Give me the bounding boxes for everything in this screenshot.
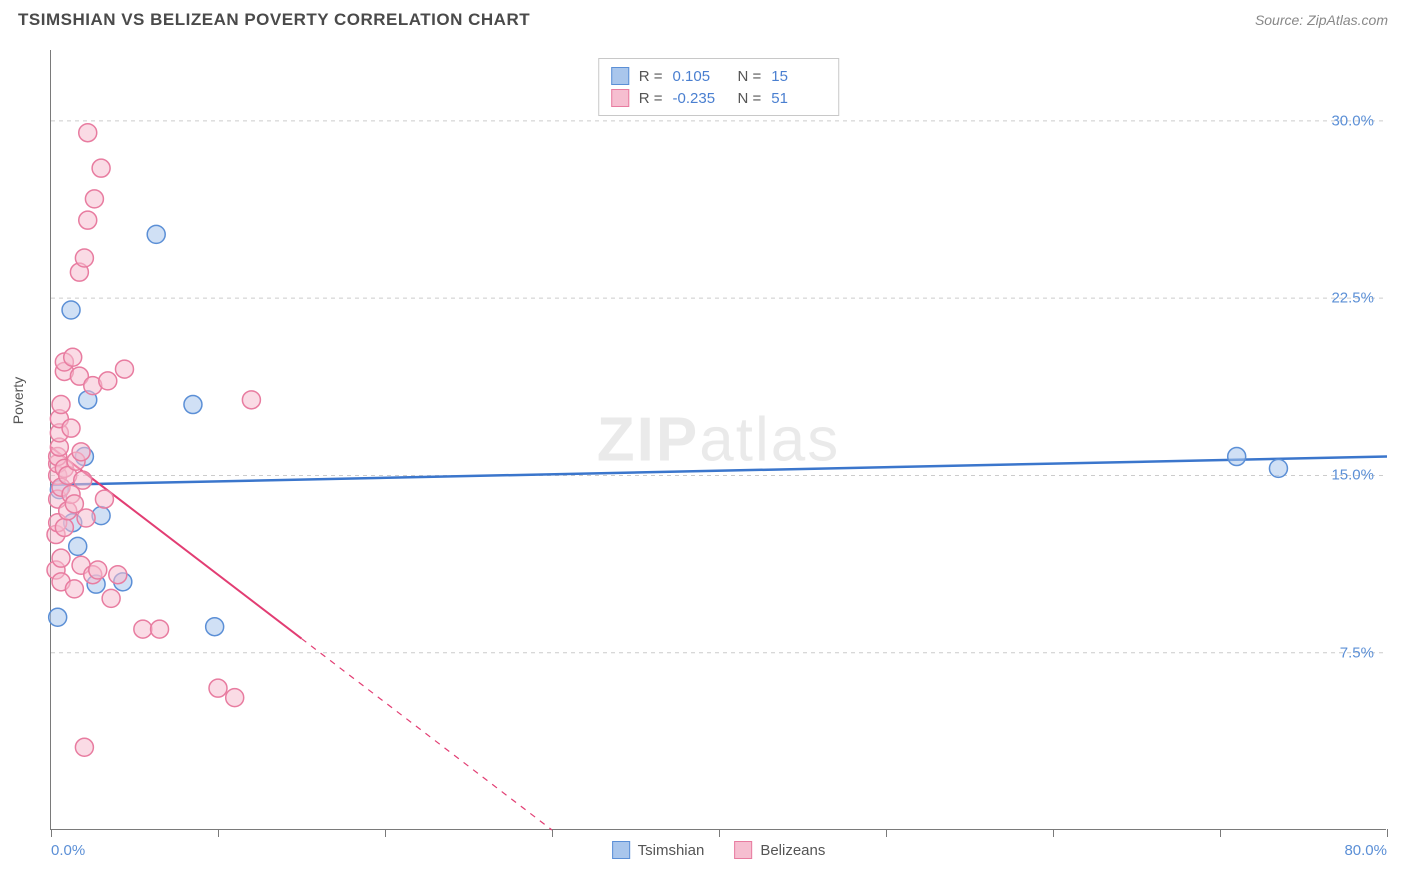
data-point [62, 419, 80, 437]
r-label: R = [639, 68, 663, 85]
x-tick [1220, 829, 1221, 837]
scatter-svg [51, 50, 1386, 829]
data-point [79, 211, 97, 229]
x-tick [1053, 829, 1054, 837]
data-point [89, 561, 107, 579]
data-point [226, 689, 244, 707]
y-tick-label: 22.5% [1331, 290, 1374, 307]
x-tick [886, 829, 887, 837]
n-value-belizeans: 51 [771, 90, 826, 107]
series-legend: Tsimshian Belizeans [612, 841, 826, 859]
source-label: Source: ZipAtlas.com [1255, 12, 1388, 28]
data-point [109, 566, 127, 584]
data-point [92, 159, 110, 177]
data-point [69, 537, 87, 555]
data-point [147, 225, 165, 243]
data-point [206, 618, 224, 636]
data-point [115, 360, 133, 378]
data-point [209, 679, 227, 697]
x-tick [719, 829, 720, 837]
data-point [52, 549, 70, 567]
data-point [77, 509, 95, 527]
legend-swatch-belizeans [611, 89, 629, 107]
y-tick-label: 30.0% [1331, 112, 1374, 129]
data-point [184, 396, 202, 414]
data-point [49, 608, 67, 626]
data-point [1269, 459, 1287, 477]
data-point [75, 249, 93, 267]
data-point [72, 443, 90, 461]
data-point [55, 518, 73, 536]
x-tick-label: 80.0% [1344, 842, 1387, 859]
x-tick-label: 0.0% [51, 842, 85, 859]
data-point [134, 620, 152, 638]
legend-item-belizeans: Belizeans [734, 841, 825, 859]
correlation-legend: R = 0.105 N = 15 R = -0.235 N = 51 [598, 58, 840, 116]
data-point [1228, 448, 1246, 466]
r-label: R = [639, 90, 663, 107]
data-point [74, 471, 92, 489]
chart-plot-area: ZIPatlas R = 0.105 N = 15 R = -0.235 N =… [50, 50, 1386, 830]
data-point [95, 490, 113, 508]
legend-swatch-icon [612, 841, 630, 859]
x-tick [385, 829, 386, 837]
data-point [64, 348, 82, 366]
n-label: N = [738, 68, 762, 85]
y-tick-label: 15.0% [1331, 467, 1374, 484]
legend-row-belizeans: R = -0.235 N = 51 [611, 87, 827, 109]
x-tick [1387, 829, 1388, 837]
legend-label: Belizeans [760, 842, 825, 859]
chart-header: TSIMSHIAN VS BELIZEAN POVERTY CORRELATIO… [0, 0, 1406, 36]
data-point [75, 738, 93, 756]
data-point [102, 589, 120, 607]
legend-row-tsimshian: R = 0.105 N = 15 [611, 65, 827, 87]
r-value-tsimshian: 0.105 [673, 68, 728, 85]
x-tick [218, 829, 219, 837]
data-point [242, 391, 260, 409]
x-tick [552, 829, 553, 837]
n-value-tsimshian: 15 [771, 68, 826, 85]
r-value-belizeans: -0.235 [673, 90, 728, 107]
data-point [151, 620, 169, 638]
y-tick-label: 7.5% [1340, 644, 1374, 661]
legend-item-tsimshian: Tsimshian [612, 841, 705, 859]
n-label: N = [738, 90, 762, 107]
data-point [85, 190, 103, 208]
x-tick [51, 829, 52, 837]
data-point [62, 301, 80, 319]
y-axis-title: Poverty [10, 377, 26, 424]
chart-title: TSIMSHIAN VS BELIZEAN POVERTY CORRELATIO… [18, 10, 530, 30]
legend-label: Tsimshian [638, 842, 705, 859]
data-point [52, 396, 70, 414]
legend-swatch-tsimshian [611, 67, 629, 85]
data-point [99, 372, 117, 390]
data-point [65, 580, 83, 598]
legend-swatch-icon [734, 841, 752, 859]
data-point [79, 124, 97, 142]
